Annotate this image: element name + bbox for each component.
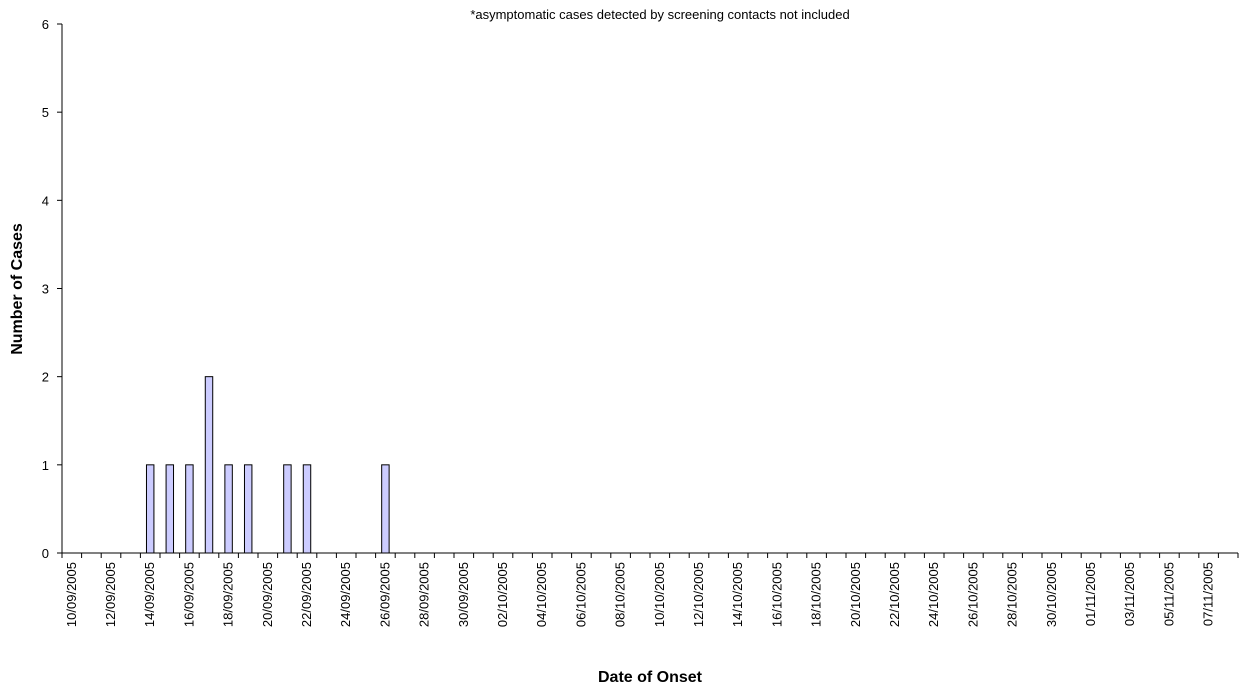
y-tick-label: 6 [42,17,49,32]
x-tick-label: 16/10/2005 [769,562,784,627]
x-tick-label: 18/09/2005 [221,562,236,627]
x-tick-label: 14/09/2005 [142,562,157,627]
y-axis: 0 1 2 3 4 5 6 [42,17,63,561]
x-axis: 10/09/2005 12/09/2005 14/09/2005 16/09/2005… [61,552,1239,627]
x-tick-label: 10/10/2005 [652,562,667,627]
x-tick-label: 08/10/2005 [613,562,628,627]
x-tick-label: 01/11/2005 [1083,562,1098,626]
x-tick-label: 26/10/2005 [965,562,980,627]
x-tick-label: 12/10/2005 [691,562,706,627]
x-tick-label: 03/11/2005 [1122,562,1137,626]
x-tick-label: 22/10/2005 [887,562,902,627]
x-tick-label: 20/10/2005 [848,562,863,627]
x-tick-label: 22/09/2005 [299,562,314,627]
bars [145,376,390,554]
bar-14/09/2005 [145,464,155,554]
x-tick-label: 28/09/2005 [417,562,432,627]
x-tick-label: 02/10/2005 [495,562,510,627]
bar-21/09/2005 [283,464,292,554]
bar-15/09/2005 [165,464,175,554]
x-tick-label: 18/10/2005 [809,562,824,627]
y-tick-label: 4 [42,193,49,208]
x-tick-label: 14/10/2005 [730,562,745,627]
x-axis-title: Date of Onset [598,669,703,686]
x-tick-label: 28/10/2005 [1005,562,1020,627]
bar-16/09/2005 [185,464,194,554]
bar-26/09/2005 [381,464,390,554]
y-tick-label: 1 [42,458,49,473]
x-tick-label: 16/09/2005 [181,562,196,627]
y-tick-label: 0 [42,546,49,561]
x-tick-label: 24/09/2005 [338,562,353,627]
bar-19/09/2005 [243,464,253,554]
bar-18/09/2005 [224,464,233,554]
x-tick-label: 26/09/2005 [377,562,392,627]
y-tick-label: 2 [42,370,49,385]
x-tick-label: 20/09/2005 [260,562,275,627]
x-tick-label: 10/09/2005 [64,562,79,627]
x-tick-label: 24/10/2005 [926,562,941,627]
x-tick-label: 30/09/2005 [456,562,471,627]
x-tick-label: 07/11/2005 [1201,562,1216,626]
bar-17/09/2005 [204,376,214,554]
x-tick-label: 06/10/2005 [573,562,588,627]
x-tick-label: 04/10/2005 [534,562,549,627]
y-tick-label: 3 [42,282,49,297]
chart-note: *asymptomatic cases detected by screenin… [470,7,849,22]
y-axis-title: Number of Cases [9,223,26,355]
y-tick-label: 5 [42,105,49,120]
x-tick-label: 05/11/2005 [1161,562,1176,626]
x-tick-label: 30/10/2005 [1044,562,1059,627]
bar-22/09/2005 [302,464,312,554]
x-tick-label: 12/09/2005 [103,562,118,627]
